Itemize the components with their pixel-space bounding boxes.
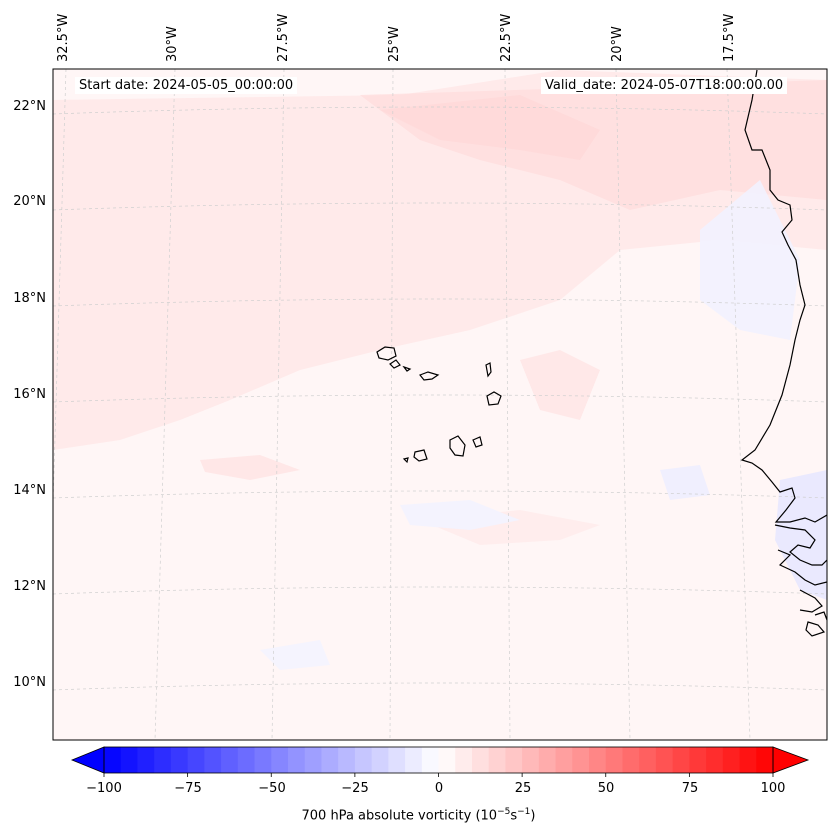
colorbar-tick: 75 [681,781,699,796]
colorbar-segment [689,747,707,773]
colorbar-segment [672,747,690,773]
lon-tick-25w: 25°W [387,26,402,62]
colorbar-segment [187,747,205,773]
lat-tick-10n: 10°N [13,675,46,690]
colorbar-segment [221,747,239,773]
colorbar-tick: 100 [760,781,786,796]
colorbar-segment [120,747,139,773]
valid-date-label: Valid_date: 2024-05-07T18:00:00.00 [541,77,788,94]
colorbar-extend-min [70,746,105,774]
colorbar-segment [455,747,473,773]
lon-tick-32-5w: 32.5°W [56,13,71,62]
colorbar-segment [321,747,339,773]
lat-tick-14n: 14°N [13,483,46,498]
colorbar-segment [254,747,272,773]
lon-tick-22-5w: 22.5°W [499,13,514,62]
lat-tick-16n: 16°N [13,387,46,402]
colorbar-segment [170,747,189,773]
lon-tick-17-5w: 17.5°W [722,13,737,62]
colorbar-segment [739,747,757,773]
colorbar-segment [304,747,323,773]
colorbar [70,746,810,777]
coastlines [740,69,827,637]
colorbar-segment [605,747,624,773]
colorbar-segment [471,747,490,773]
colorbar-segment [622,747,640,773]
lon-tick-27-5w: 27.5°W [276,13,291,62]
colorbar-segment [655,747,674,773]
lat-tick-20n: 20°N [13,194,46,209]
colorbar-segment [639,747,657,773]
colorbar-segment [505,747,523,773]
lat-tick-22n: 22°N [13,99,46,114]
colorbar-tick: 25 [514,781,532,796]
colorbar-segment [589,747,607,773]
colorbar-tick: −75 [174,781,202,796]
cape-verde-islands [376,346,502,464]
lon-tick-30w: 30°W [165,26,180,62]
colorbar-segment [438,747,456,773]
colorbar-segment [354,747,373,773]
lat-tick-12n: 12°N [13,579,46,594]
colorbar-segment [204,747,222,773]
colorbar-segment [104,747,122,773]
colorbar-segment [388,747,406,773]
colorbar-tick: 0 [434,781,444,796]
colorbar-extend-max [772,746,810,774]
colorbar-segment [421,747,440,773]
colorbar-segment [405,747,423,773]
colorbar-label: 700 hPa absolute vorticity (10−5s−1) [301,807,536,824]
colorbar-segment [271,747,289,773]
colorbar-segment [538,747,557,773]
colorbar-segment [237,747,256,773]
colorbar-segment [756,747,774,773]
africa-coast [740,69,827,523]
colorbar-tick: −25 [341,781,369,796]
negative-vorticity-patch [700,180,800,340]
colorbar-segment [338,747,356,773]
colorbar-segment [287,747,306,773]
colorbar-segment [722,747,741,773]
colorbar-segment [555,747,573,773]
vorticity-field [53,69,827,740]
colorbar-segment [488,747,507,773]
colorbar-segment [371,747,389,773]
lon-tick-20w: 20°W [610,26,625,62]
colorbar-segment [137,747,155,773]
colorbar-segment [706,747,724,773]
colorbar-segment [154,747,172,773]
colorbar-tick: −50 [258,781,286,796]
graticule [53,69,827,740]
colorbar-tick: −100 [86,781,122,796]
colorbar-segment [522,747,540,773]
colorbar-tick: 50 [597,781,615,796]
start-date-label: Start date: 2024-05-05_00:00:00 [75,77,298,94]
map-frame [52,68,828,741]
lat-tick-18n: 18°N [13,291,46,306]
colorbar-segment [572,747,590,773]
